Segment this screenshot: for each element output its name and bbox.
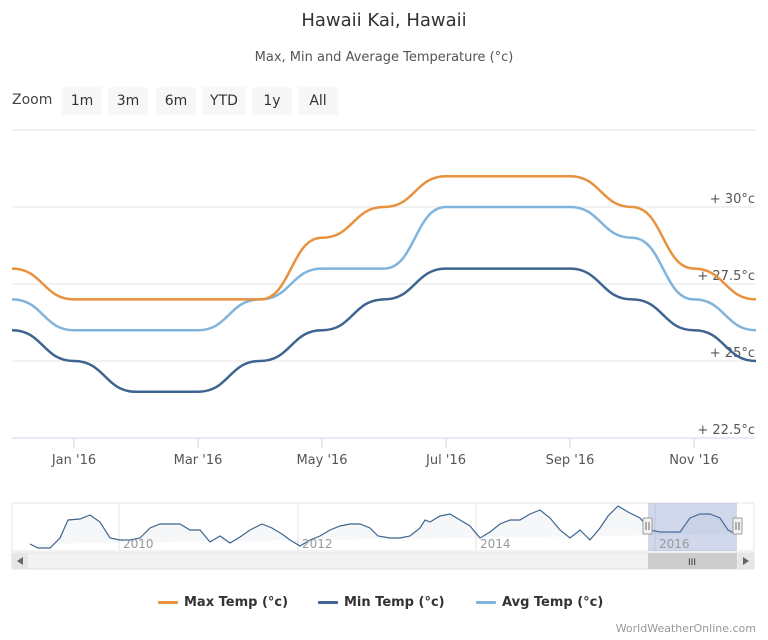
- scrollbar: III: [11, 552, 755, 570]
- legend: Max Temp (°c) Min Temp (°c) Avg Temp (°c…: [0, 592, 768, 612]
- legend-item-avg[interactable]: Avg Temp (°c): [476, 592, 603, 612]
- arrow-right-icon: [743, 557, 749, 565]
- scrollbar-track[interactable]: [11, 552, 755, 570]
- legend-item-max[interactable]: Max Temp (°c): [158, 592, 288, 612]
- legend-swatch-avg: [476, 600, 496, 604]
- legend-swatch-max: [158, 600, 178, 604]
- x-tick-label: Nov '16: [669, 453, 719, 468]
- navigator-series: [29, 505, 737, 549]
- legend-label-avg: Avg Temp (°c): [502, 594, 604, 610]
- legend-item-min[interactable]: Min Temp (°c): [318, 592, 445, 612]
- series-line-avg: [11, 205, 757, 332]
- navigator-year-labels: 2010 2012 2014 2016: [123, 537, 690, 551]
- navigator-year-lines: [118, 503, 656, 551]
- credit-text: WorldWeatherOnline.com: [615, 622, 756, 635]
- x-tick-label: Jan '16: [51, 453, 96, 468]
- zoom-1m-button[interactable]: 1m: [62, 87, 102, 115]
- navigator-frame: [11, 502, 755, 552]
- y-tick-label: + 30°c: [710, 192, 755, 207]
- legend-swatch-min: [318, 600, 338, 604]
- navigator-selection[interactable]: [648, 503, 737, 551]
- x-tick-label: Jul '16: [425, 453, 466, 468]
- navigator-year-label: 2016: [659, 537, 690, 551]
- navigator: 2010 2012 2014 2016: [11, 502, 755, 552]
- navigator-handle-right[interactable]: [732, 517, 743, 535]
- chart-title: Hawaii Kai, Hawaii: [301, 10, 467, 31]
- scrollbar-thumb[interactable]: [648, 553, 737, 569]
- scrollbar-grip: III: [688, 558, 696, 568]
- legend-label-min: Min Temp (°c): [344, 594, 445, 610]
- zoom-3m-button[interactable]: 3m: [108, 87, 148, 115]
- arrow-left-icon: [17, 557, 23, 565]
- series-lines: [11, 174, 757, 394]
- x-tick-label: May '16: [296, 453, 347, 468]
- temperature-chart: Jan '16 Mar '16 May '16 Jul '16 Sep '16 Nov '…: [11, 129, 757, 570]
- zoom-ytd-button[interactable]: YTD: [202, 87, 246, 115]
- legend-label-max: Max Temp (°c): [184, 594, 289, 610]
- grid-lines: [12, 129, 755, 439]
- zoom-1y-button[interactable]: 1y: [252, 87, 292, 115]
- chart-subtitle: Max, Min and Average Temperature (°c): [254, 50, 514, 65]
- x-axis: Jan '16 Mar '16 May '16 Jul '16 Sep '16 Nov '…: [12, 437, 755, 468]
- y-tick-label: + 22.5°c: [697, 423, 755, 438]
- zoom-label: Zoom: [12, 92, 53, 108]
- navigator-year-label: 2010: [123, 537, 154, 551]
- x-tick-label: Sep '16: [546, 453, 595, 468]
- navigator-handle-left[interactable]: [642, 517, 653, 535]
- zoom-6m-button[interactable]: 6m: [156, 87, 196, 115]
- zoom-all-button[interactable]: All: [298, 87, 338, 115]
- series-line-max: [11, 174, 757, 301]
- series-line-min: [11, 267, 757, 394]
- navigator-year-label: 2014: [480, 537, 511, 551]
- x-tick-label: Mar '16: [174, 453, 223, 468]
- navigator-year-label: 2012: [302, 537, 333, 551]
